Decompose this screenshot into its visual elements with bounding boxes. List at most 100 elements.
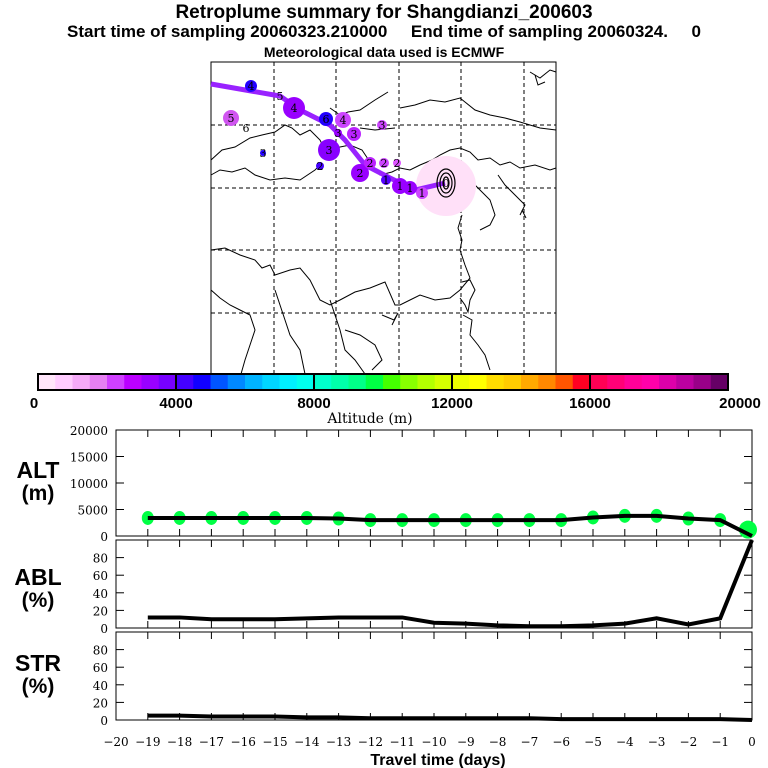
panel-alt: 0 5000 10000 15000 20000	[70, 424, 757, 544]
trajectory-marker	[351, 164, 369, 182]
colorbar-cell	[572, 374, 591, 390]
colorbar-cell	[624, 374, 643, 390]
colorbar-tick-label: 12000	[431, 395, 473, 412]
abl-unit-label: (%)	[22, 589, 55, 612]
colorbar-cell	[607, 374, 625, 390]
colorbar-cell	[262, 374, 280, 390]
colorbar-cell	[158, 374, 177, 390]
colorbar-cell	[469, 374, 487, 390]
trajectory-marker-label: 2	[367, 157, 374, 170]
x-tick-label: −14	[294, 735, 320, 749]
x-tick-label: −4	[616, 735, 634, 749]
y-tick-label: 20000	[70, 424, 108, 438]
colorbar-cell	[107, 374, 125, 390]
trajectory-marker-label: 2	[317, 160, 324, 173]
x-tick-label: −8	[489, 735, 507, 749]
met-data-subtitle: Meteorological data used is ECMWF	[263, 44, 505, 60]
colorbar-cell	[538, 374, 556, 390]
colorbar-cell	[245, 374, 263, 390]
trajectory-marker-label: 1	[407, 182, 414, 195]
colorbar-cell	[38, 374, 56, 390]
trajectory-marker	[260, 150, 266, 156]
colorbar-cell	[590, 374, 608, 390]
colorbar-cell	[176, 374, 194, 390]
trajectory-marker-label: 5	[277, 90, 284, 103]
trajectory-marker	[318, 139, 340, 161]
trajectory-marker	[283, 97, 305, 119]
panel-frame	[115, 539, 753, 629]
trajectory-marker-label: 3	[326, 144, 333, 157]
trajectory-marker-label: 6	[243, 122, 250, 135]
trajectory-marker-label: 0	[443, 177, 450, 190]
colorbar-cell	[641, 374, 660, 390]
colorbar-cell	[314, 374, 332, 390]
y-tick-label: 0	[100, 714, 108, 728]
colorbar-cell	[383, 374, 401, 390]
x-tick-label: −19	[135, 735, 160, 749]
trajectory-marker	[364, 157, 376, 169]
colorbar-cell	[452, 374, 470, 390]
y-tick-label: 80	[93, 552, 108, 566]
trajectory-marker-label: 3	[260, 147, 267, 160]
y-tick-label: 20	[93, 696, 108, 710]
x-tick-label: −5	[584, 735, 602, 749]
y-tick-label: 60	[93, 661, 108, 675]
x-axis-label: Travel time (days)	[370, 752, 505, 768]
colorbar-cell	[400, 374, 418, 390]
x-tick-label: −6	[552, 735, 570, 749]
y-tick-label: 40	[93, 587, 108, 601]
x-tick-label: −7	[521, 735, 539, 749]
panel-abl: 0 20 40 60 80	[93, 539, 754, 636]
colorbar-cell	[521, 374, 539, 390]
colorbar-label: Altitude (m)	[326, 411, 412, 427]
trajectory-marker-label: 2	[394, 157, 401, 170]
trajectory-marker-label: 2	[357, 167, 364, 180]
abl-label: ABL	[14, 564, 61, 590]
map-frame	[210, 61, 557, 375]
abl-series-line	[147, 539, 754, 629]
str-unit-label: (%)	[22, 675, 55, 698]
y-tick-label: 5000	[77, 504, 108, 518]
x-tick-label: −10	[421, 735, 446, 749]
trajectory-marker	[403, 181, 417, 195]
y-tick-label: 20	[93, 604, 108, 618]
alt-series-line	[147, 513, 753, 538]
y-tick-label: 15000	[70, 451, 108, 465]
trajectory-marker-label: 3	[379, 119, 386, 132]
str-series-line	[147, 713, 753, 722]
trajectory-marker-label: 5	[228, 112, 235, 125]
receptor-rings	[436, 168, 456, 198]
trajectory-marker-label: 1	[419, 187, 426, 200]
colorbar-cell	[365, 374, 384, 390]
panel-frame	[115, 631, 753, 721]
colorbar-tick-label: 8000	[297, 395, 330, 412]
trajectory-marker-label: 2	[381, 157, 388, 170]
trajectory-marker	[377, 120, 387, 130]
trajectory-marker-label: 3	[351, 128, 358, 141]
colorbar-cell	[693, 374, 712, 390]
alt-unit-label: (m)	[22, 482, 55, 505]
y-tick-label: 60	[93, 569, 108, 583]
colorbar-cell	[555, 374, 574, 390]
trajectory-marker	[223, 110, 239, 126]
trajectory-marker	[381, 175, 391, 185]
colorbar-cell	[279, 374, 298, 390]
chart-title: Retroplume summary for Shangdianzi_20060…	[175, 2, 593, 23]
colorbar-cell	[486, 374, 505, 390]
trajectory-marker-label: 6	[323, 113, 330, 126]
colorbar-tick-label: 0	[30, 395, 38, 412]
x-tick-label: −12	[358, 735, 383, 749]
trajectory-marker	[319, 112, 333, 126]
trajectory-marker	[335, 112, 351, 128]
trajectory-marker	[393, 159, 401, 167]
colorbar-cell	[210, 374, 229, 390]
colorbar-tick-label: 20000	[719, 395, 761, 412]
x-tick-label: −16	[231, 735, 256, 749]
alt-label: ALT	[16, 457, 59, 483]
x-tick-label: −2	[680, 735, 698, 749]
trajectory-marker	[379, 158, 389, 168]
colorbar-cell	[193, 374, 211, 390]
